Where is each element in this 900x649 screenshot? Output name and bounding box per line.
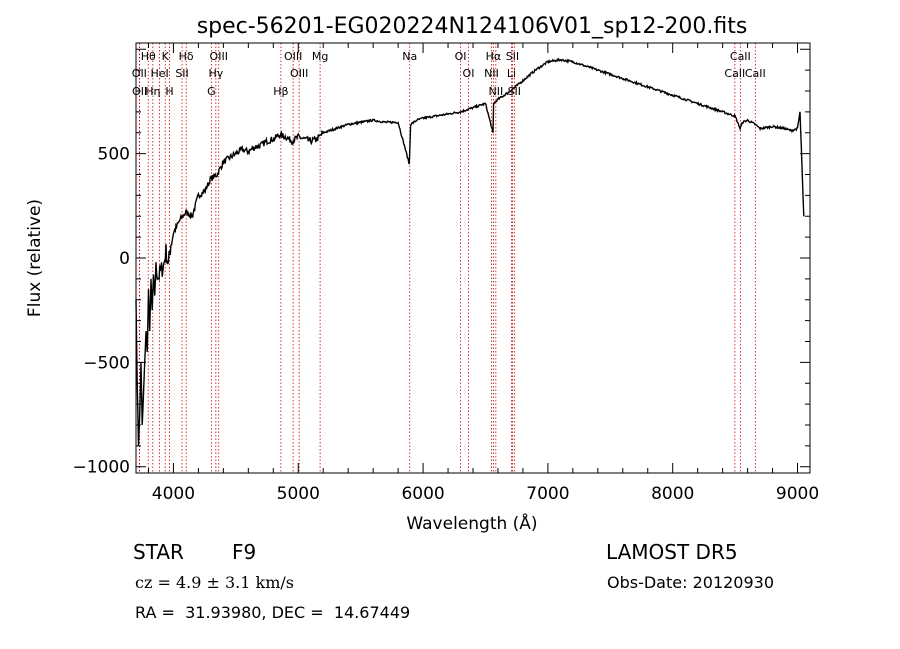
y-axis-label: Flux (relative): [25, 199, 45, 317]
x-axis-label: Wavelength (Å): [406, 512, 537, 534]
spectral-line-markers: [138, 43, 756, 473]
spectral-line-label-25: CaII: [730, 50, 751, 63]
x-tick-label: 5000: [277, 484, 320, 504]
spectral-line-label-3: Hη: [145, 85, 160, 98]
y-tick-label: −500: [83, 353, 130, 373]
y-tick-label: 0: [119, 249, 130, 269]
spectral-line-label-10: Hγ: [208, 67, 223, 80]
spectral-line-label-13: OIII: [290, 67, 308, 80]
spectral-line-label-24: SII: [508, 85, 521, 98]
spectral-line-label-23: Li: [507, 67, 516, 80]
spectral-line-label-0: Hθ: [141, 50, 156, 63]
spectral-line-label-18: OI: [463, 67, 475, 80]
y-axis-ticks: −1000 −500 0 500: [72, 48, 810, 478]
spectral-line-label-6: H: [165, 85, 173, 98]
spectral-line-label-12: OIII: [284, 50, 302, 63]
x-tick-label: 7000: [526, 484, 569, 504]
subclass: F9: [232, 540, 257, 564]
y-tick-label: 500: [98, 145, 130, 165]
coordinates-info: RA = 31.93980, DEC = 14.67449: [135, 603, 411, 622]
spectral-line-label-9: OIII: [210, 50, 228, 63]
x-tick-label: 9000: [776, 484, 819, 504]
spectral-line-label-16: Na: [402, 50, 417, 63]
spectral-line-label-5: HeI: [150, 67, 168, 80]
spectral-line-label-27: CaII: [745, 67, 766, 80]
object-class: STAR: [133, 540, 184, 564]
x-axis-ticks: 4000 5000 6000 7000 8000 9000: [147, 43, 819, 504]
chart-title: spec-56201-EG020224N124106V01_sp12-200.f…: [197, 14, 748, 39]
spectral-line-label-20: NII: [484, 67, 499, 80]
spectral-line-label-26: CaII: [724, 67, 745, 80]
x-tick-label: 6000: [401, 484, 444, 504]
x-tick-label: 8000: [651, 484, 694, 504]
spectral-line-label-21: NII: [488, 85, 503, 98]
x-tick-label: 4000: [152, 484, 195, 504]
spectral-line-label-4: K: [162, 50, 170, 63]
spectral-line-label-22: SII: [506, 50, 519, 63]
redshift-info: cz = 4.9 ± 3.1 km/s: [135, 573, 294, 592]
survey-name: LAMOST DR5: [606, 540, 738, 564]
spectral-line-label-7: Hδ: [179, 50, 194, 63]
spectral-line-label-14: Hβ: [273, 85, 288, 98]
spectral-line-label-8: SII: [175, 67, 188, 80]
y-tick-label: −1000: [72, 458, 130, 478]
spectral-line-label-17: OI: [455, 50, 467, 63]
spectral-line-label-15: Mg: [312, 50, 328, 63]
spectral-line-label-1: OII: [132, 67, 147, 80]
observation-date: Obs-Date: 20120930: [607, 573, 775, 592]
spectrum-series-line: [135, 57, 805, 446]
spectral-line-label-19: Hα: [486, 50, 502, 63]
spectral-line-label-11: G: [207, 85, 216, 98]
